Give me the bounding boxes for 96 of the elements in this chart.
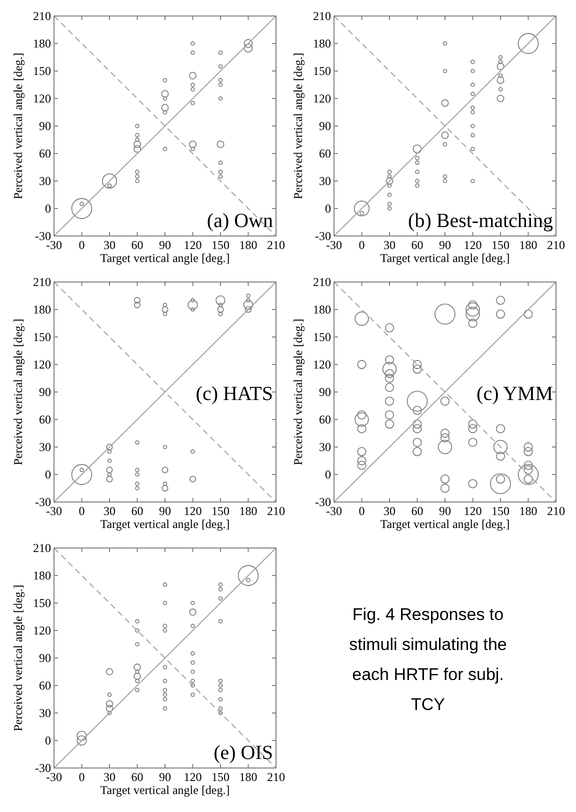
x-tick-label: 120	[184, 238, 202, 252]
y-tick-label: 180	[313, 302, 331, 317]
y-tick-label: 120	[33, 92, 51, 106]
y-axis-title: Perceived vertical angle [deg.]	[11, 52, 25, 200]
y-tick-label: 120	[33, 624, 51, 638]
y-tick-label: 60	[39, 678, 51, 693]
y-axis-title: Perceived vertical angle [deg.]	[11, 584, 25, 732]
x-tick-label: 0	[78, 504, 85, 518]
x-axis-title: Target vertical angle [deg.]	[380, 251, 510, 265]
annotation: (c) HATS	[196, 383, 273, 405]
y-tick-label: 90	[39, 651, 51, 666]
annotation: (c) YMM	[476, 383, 554, 405]
x-tick-label: 150	[492, 238, 510, 252]
y-tick-label: 0	[45, 734, 51, 748]
x-axis-title: Target vertical angle [deg.]	[100, 251, 230, 265]
x-tick-label: 0	[358, 504, 365, 518]
x-axis-title: Target vertical angle [deg.]	[100, 517, 230, 531]
y-tick-label: 120	[33, 358, 51, 372]
y-tick-label: 180	[313, 36, 331, 51]
y-tick-label: 180	[33, 36, 51, 51]
x-tick-label: 150	[212, 504, 230, 518]
x-tick-label: 30	[104, 504, 116, 518]
x-tick-label: 120	[464, 504, 482, 518]
x-tick-label: 0	[358, 238, 365, 252]
y-tick-label: 0	[45, 468, 51, 482]
x-tick-label: 150	[212, 238, 230, 252]
y-tick-label: 30	[39, 440, 51, 454]
caption: Fig. 4 Responses to stimuli simulating the each HRTF for subj. TCY	[349, 605, 507, 714]
y-tick-label: 210	[313, 275, 331, 290]
x-axis-title: Target vertical angle [deg.]	[100, 783, 230, 797]
x-tick-label: 60	[411, 504, 424, 518]
x-tick-label: 30	[384, 504, 396, 518]
y-tick-label: 60	[39, 412, 51, 427]
annotation: (b) Best-matching	[408, 210, 553, 232]
y-tick-label: 90	[319, 385, 331, 400]
y-tick-label: 210	[33, 541, 51, 556]
y-tick-label: 60	[319, 146, 331, 161]
y-tick-label: 60	[39, 146, 51, 161]
x-tick-label: 180	[239, 504, 258, 518]
x-tick-label: 30	[104, 238, 116, 252]
y-tick-label: 150	[313, 330, 331, 344]
x-tick-label: 0	[78, 770, 85, 784]
x-tick-label: 60	[411, 238, 424, 252]
x-tick-label: 120	[464, 238, 482, 252]
y-tick-label: 210	[313, 9, 331, 24]
y-axis-title: Perceived vertical angle [deg.]	[11, 318, 25, 466]
y-tick-label: 210	[33, 275, 51, 290]
y-tick-label: 0	[325, 468, 331, 482]
x-tick-label: 30	[384, 238, 396, 252]
x-tick-label: 90	[439, 504, 451, 518]
x-tick-label: 210	[547, 238, 565, 252]
x-tick-label: 90	[159, 504, 171, 518]
x-axis-title: Target vertical angle [deg.]	[380, 517, 510, 531]
x-tick-label: 90	[439, 238, 451, 252]
x-tick-label: 180	[519, 504, 538, 518]
y-tick-label: 180	[33, 302, 51, 317]
y-tick-label: 120	[313, 358, 331, 372]
x-tick-label: 210	[267, 238, 285, 252]
y-tick-label: 150	[33, 596, 51, 610]
y-tick-label: 30	[39, 174, 51, 188]
x-tick-label: 60	[131, 504, 144, 518]
x-tick-label: 90	[159, 770, 171, 784]
y-tick-label: 90	[39, 119, 51, 134]
x-tick-label: 60	[131, 238, 144, 252]
y-tick-label: 180	[33, 568, 51, 583]
x-tick-label: 210	[267, 504, 285, 518]
y-tick-label: 0	[45, 202, 51, 216]
y-tick-label: 90	[319, 119, 331, 134]
x-tick-label: 120	[184, 770, 202, 784]
y-tick-label: 210	[33, 9, 51, 24]
y-tick-label: 30	[319, 440, 331, 454]
x-tick-label: 90	[159, 238, 171, 252]
y-axis-title: Perceived vertical angle [deg.]	[291, 52, 305, 200]
x-tick-label: 210	[267, 770, 285, 784]
y-tick-label: 60	[319, 412, 331, 427]
x-tick-label: 180	[239, 238, 258, 252]
x-tick-label: 60	[131, 770, 144, 784]
x-tick-label: 30	[104, 770, 116, 784]
y-tick-label: 120	[313, 92, 331, 106]
annotation: (a) Own	[206, 210, 273, 232]
y-tick-label: 150	[33, 330, 51, 344]
y-tick-label: 30	[39, 706, 51, 720]
x-tick-label: 120	[184, 504, 202, 518]
annotation: (e) OIS	[214, 742, 273, 764]
x-tick-label: 150	[212, 770, 230, 784]
y-axis-title: Perceived vertical angle [deg.]	[291, 318, 305, 466]
y-tick-label: 150	[33, 64, 51, 78]
x-tick-label: 180	[239, 770, 258, 784]
x-tick-label: 150	[492, 504, 510, 518]
y-tick-label: 0	[325, 202, 331, 216]
x-tick-label: 0	[78, 238, 85, 252]
y-tick-label: 30	[319, 174, 331, 188]
y-tick-label: 90	[39, 385, 51, 400]
y-tick-label: 150	[313, 64, 331, 78]
x-tick-label: 210	[547, 504, 565, 518]
x-tick-label: 180	[519, 238, 538, 252]
